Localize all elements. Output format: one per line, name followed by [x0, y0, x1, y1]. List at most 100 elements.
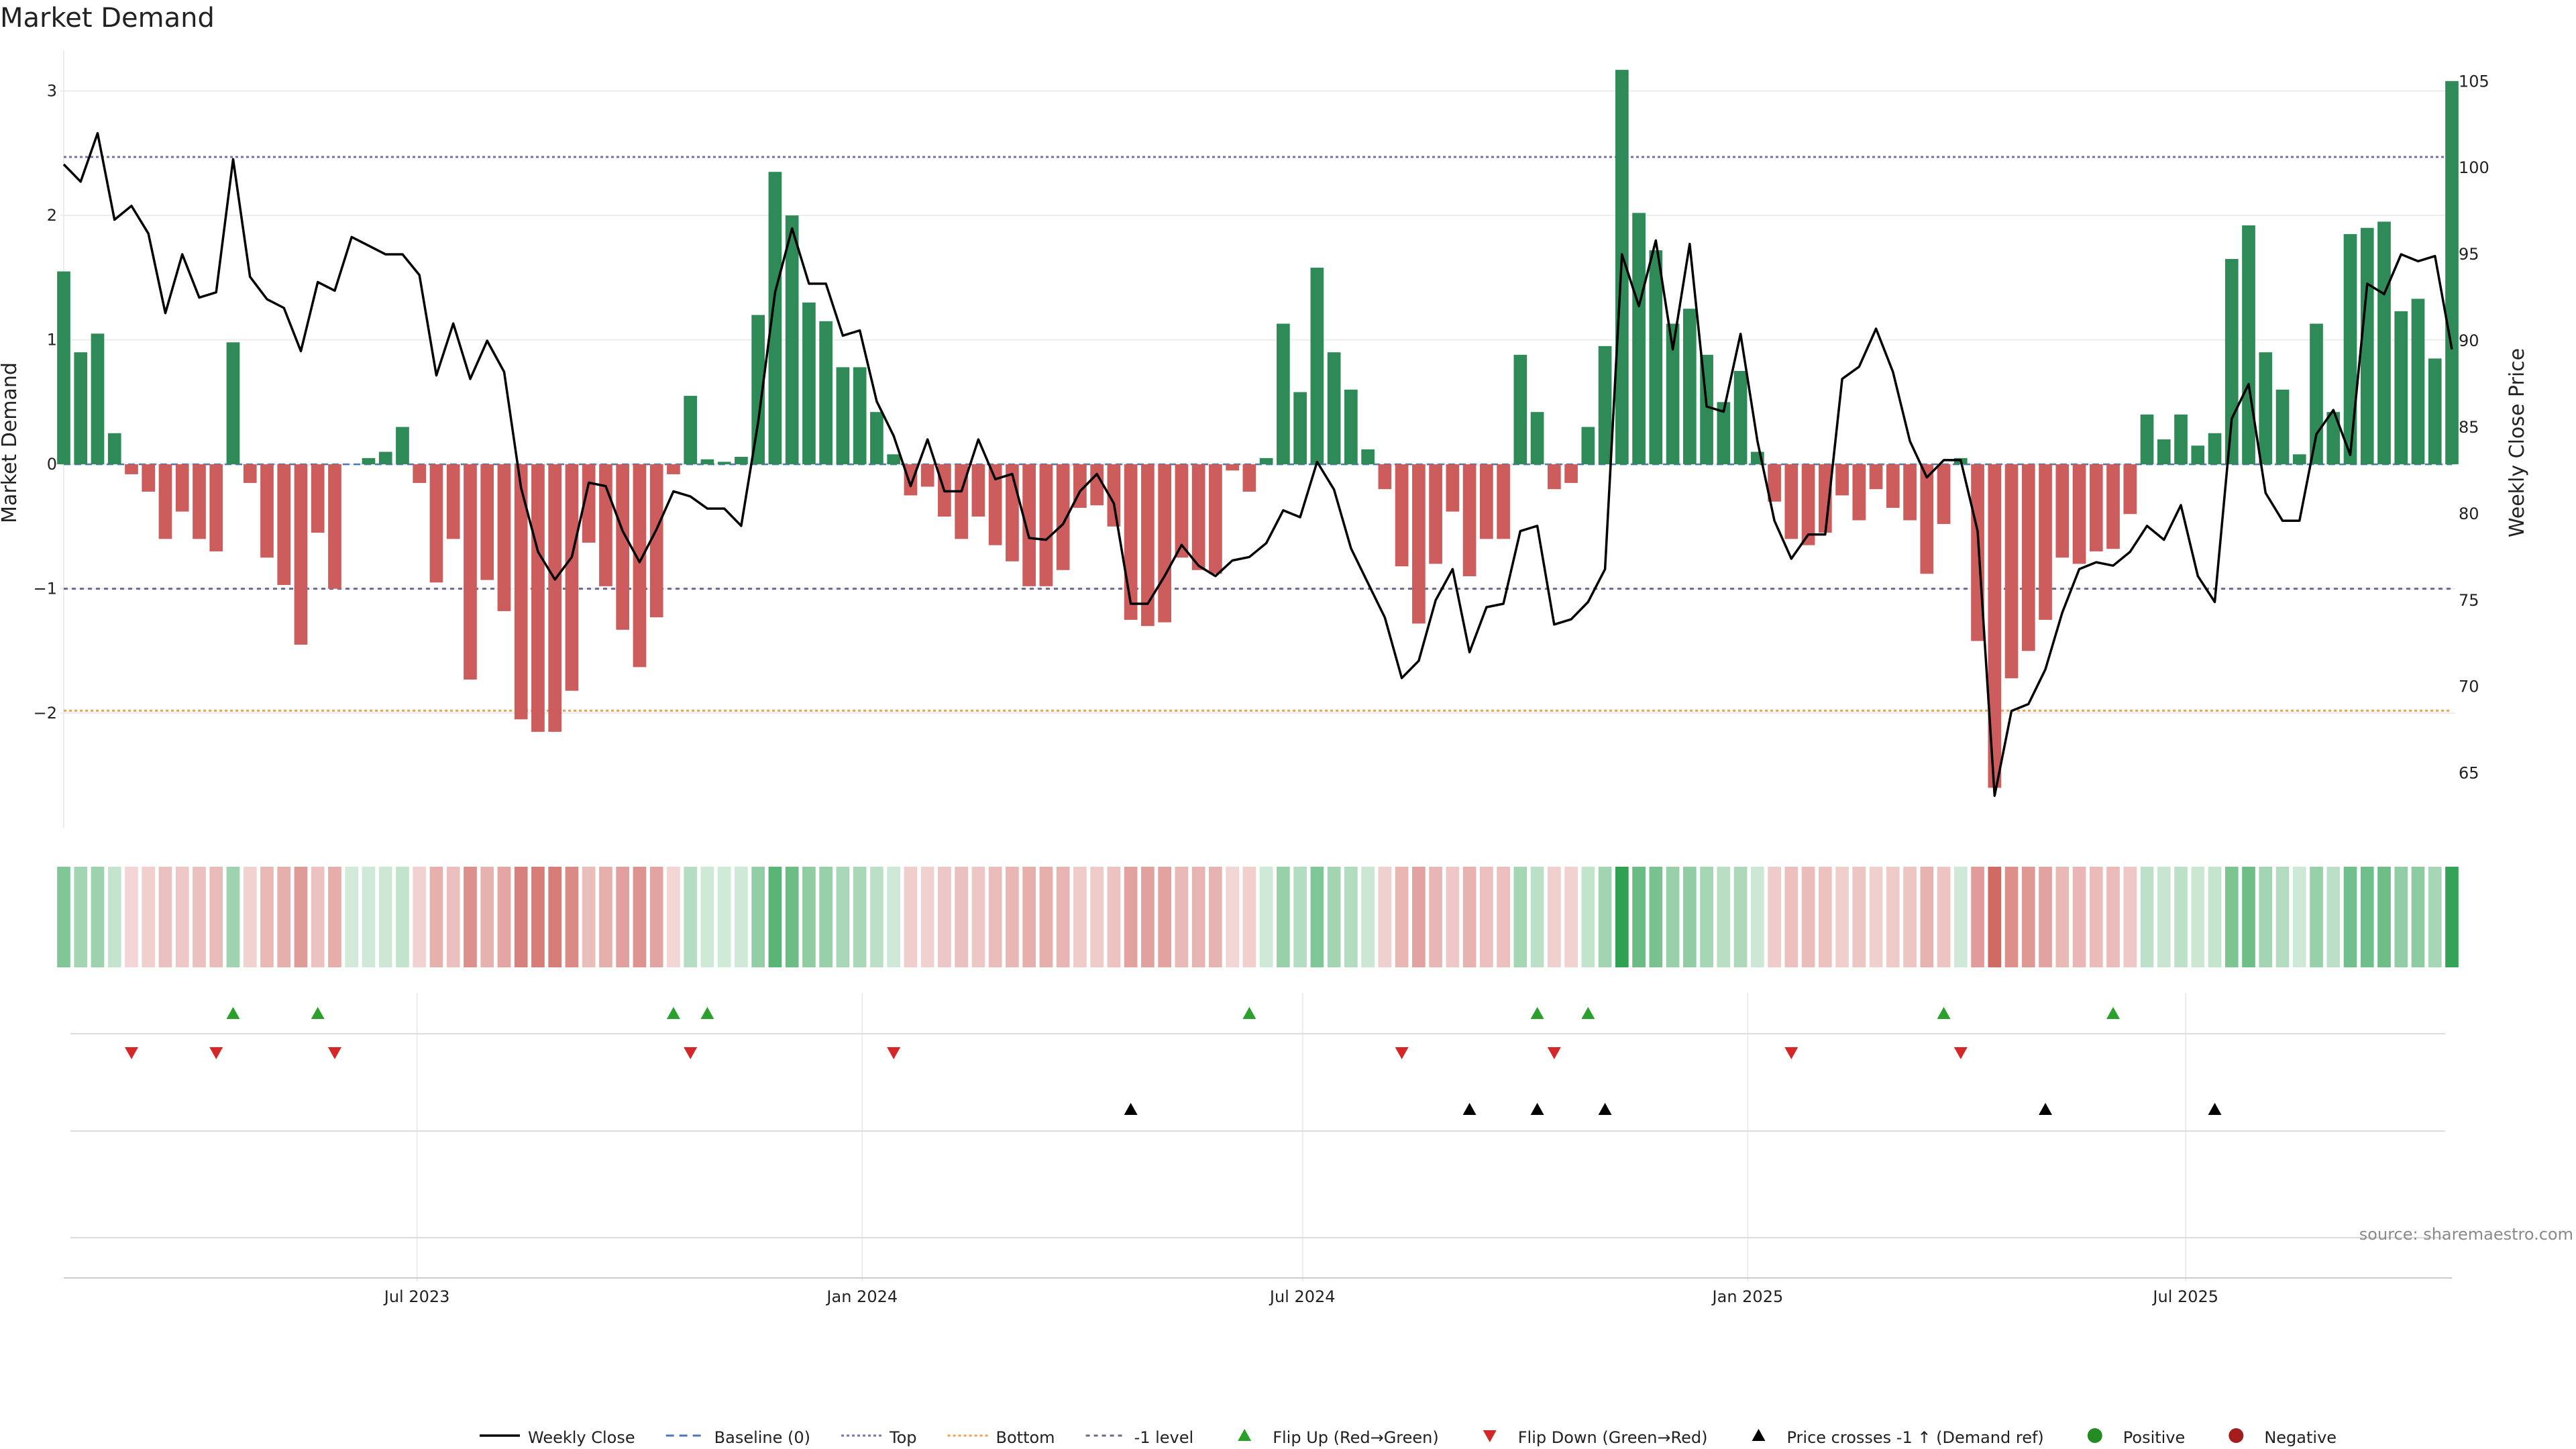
flip-up-marker [666, 1007, 680, 1019]
demand-bar [2191, 445, 2205, 465]
demand-bar [2157, 439, 2171, 465]
heat-cell [1480, 867, 1493, 967]
demand-bar [91, 333, 105, 465]
demand-bar [1446, 464, 1460, 512]
heat-cell [2224, 867, 2239, 967]
heat-cell [1581, 867, 1595, 967]
demand-bar [971, 464, 985, 517]
heat-cell [378, 867, 392, 967]
heat-cell [684, 867, 698, 967]
heat-cell [2242, 867, 2255, 967]
heat-cell [243, 867, 257, 967]
heat-cell [125, 867, 138, 967]
demand-bar [1818, 464, 1832, 533]
demand-bar [1462, 464, 1477, 577]
demand-bar [2224, 259, 2239, 465]
demand-bar [735, 456, 748, 465]
demand-bar [142, 464, 156, 492]
heat-cell [446, 867, 460, 967]
heat-cell [1564, 867, 1578, 967]
demand-bar [1717, 402, 1731, 465]
demand-bar [1277, 323, 1290, 465]
flip-up-marker [1242, 1007, 1256, 1019]
heat-cell [514, 867, 528, 967]
demand-bar [1327, 352, 1341, 465]
demand-bar [2310, 323, 2323, 465]
heat-cell [1818, 867, 1832, 967]
heat-cell [2326, 867, 2341, 967]
demand-bar [74, 352, 88, 465]
legend-swatch-flip-up [1238, 1429, 1252, 1441]
legend-swatch-negative [2229, 1428, 2244, 1443]
heat-cell [2157, 867, 2171, 967]
demand-bar [2259, 352, 2273, 465]
demand-bar [2123, 464, 2137, 515]
legend-swatch-cross [1752, 1429, 1766, 1441]
flip-down-marker [327, 1047, 341, 1059]
demand-bar [988, 464, 1002, 545]
demand-bar [2326, 412, 2341, 465]
demand-bar [2411, 299, 2425, 465]
demand-bar [649, 464, 663, 618]
heat-cell [1277, 867, 1290, 967]
legend-label: Price crosses -1 ↑ (Demand ref) [1787, 1428, 2044, 1447]
demand-bar [1903, 464, 1917, 521]
heat-cell [497, 867, 511, 967]
demand-bar [107, 433, 121, 465]
heat-cell [311, 867, 325, 967]
heat-cell [938, 867, 951, 967]
x-tick-label: Jan 2024 [825, 1287, 898, 1306]
legend-swatch-flip-down [1483, 1430, 1497, 1442]
y2-axis-label: Weekly Close Price [2506, 348, 2529, 537]
demand-bar [819, 321, 833, 465]
flip-up-marker [1530, 1007, 1544, 1019]
demand-bar [633, 464, 647, 667]
legend-label: -1 level [1134, 1428, 1194, 1447]
demand-bar [1242, 464, 1256, 492]
demand-bar [2242, 225, 2255, 465]
demand-bar [1530, 412, 1544, 465]
demand-bar [853, 367, 867, 465]
heat-cell [768, 867, 782, 967]
heat-cell [294, 867, 308, 967]
demand-bar [464, 464, 477, 680]
heat-cell [1056, 867, 1070, 967]
gridlines [60, 50, 2455, 1281]
demand-bar [1547, 464, 1561, 490]
flip-down-marker [1784, 1047, 1799, 1059]
demand-bar [175, 464, 189, 512]
flip-up-marker [226, 1007, 240, 1019]
heat-cell [802, 867, 816, 967]
heat-cell [1226, 867, 1239, 967]
heat-cell [2021, 867, 2035, 967]
demand-bar [1513, 354, 1527, 465]
demand-bar [2072, 464, 2086, 564]
heat-cell [1768, 867, 1781, 967]
demand-bar [1191, 464, 1205, 570]
demand-bar [1682, 309, 1697, 465]
demand-bar [1006, 464, 1019, 561]
heat-cell [920, 867, 934, 967]
flip-up-marker [311, 1007, 325, 1019]
demand-bar [1209, 464, 1222, 574]
heat-cell [1530, 867, 1544, 967]
heat-cell [2445, 867, 2459, 967]
legend-label: Weekly Close [528, 1428, 635, 1447]
demand-bar [2089, 464, 2103, 551]
demand-bar [531, 464, 545, 732]
heat-cell [1344, 867, 1358, 967]
heat-cell [1446, 867, 1460, 967]
heat-cell [649, 867, 663, 967]
heat-cell [2004, 867, 2019, 967]
heat-cell [1632, 867, 1646, 967]
demand-bar [1937, 464, 1951, 525]
heat-cell [717, 867, 731, 967]
heat-cell [1006, 867, 1019, 967]
heat-cell [1361, 867, 1375, 967]
y-axis-label: Market Demand [0, 362, 21, 523]
demand-bar [1293, 392, 1307, 465]
heat-cell [1107, 867, 1121, 967]
demand-bar [514, 464, 528, 720]
demand-bar [158, 464, 172, 539]
demand-bar [1733, 370, 1748, 465]
